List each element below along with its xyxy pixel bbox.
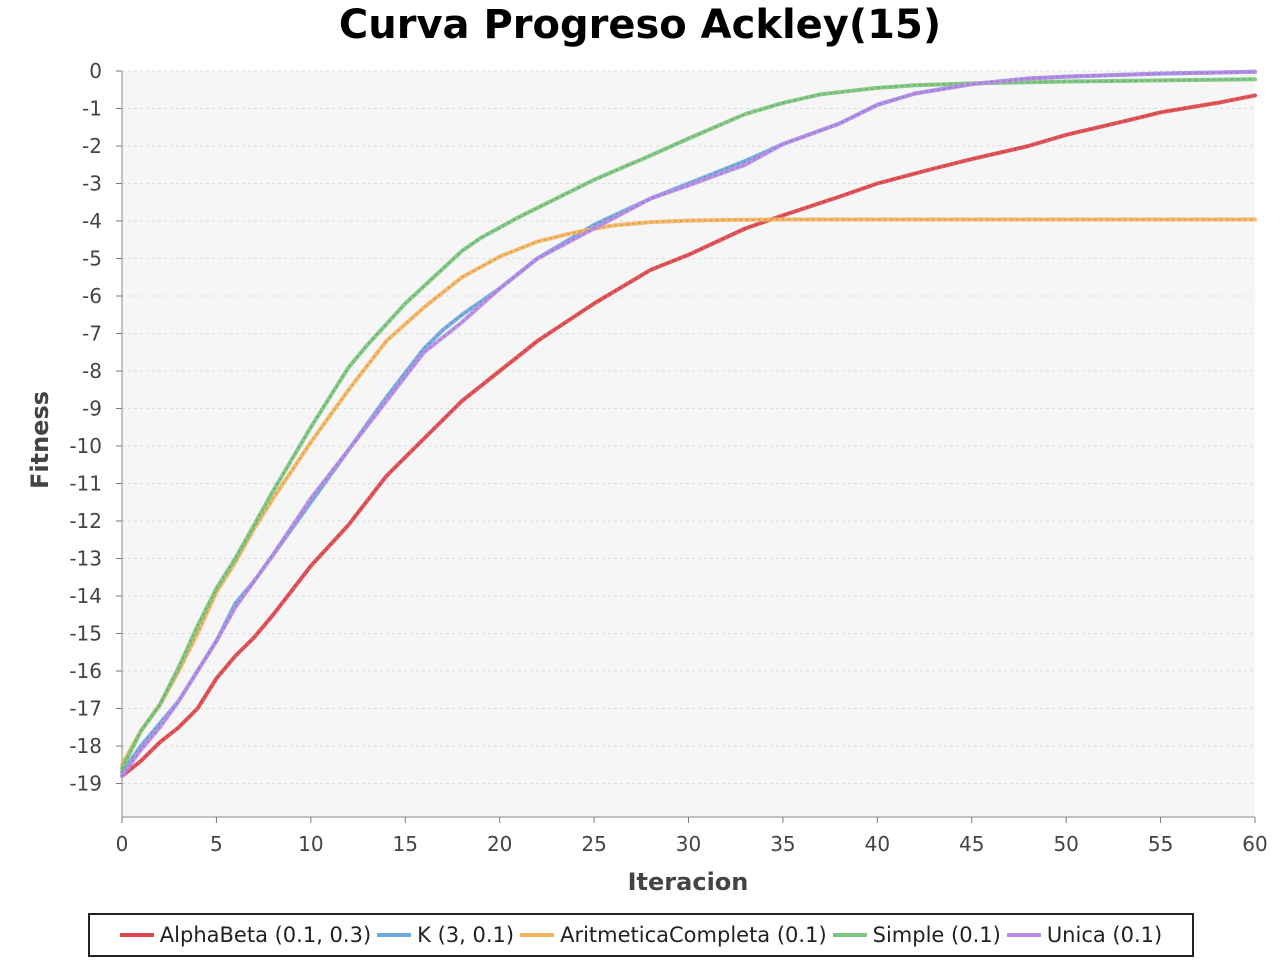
legend-item: Unica (0.1) xyxy=(1006,923,1163,947)
legend-label: Unica (0.1) xyxy=(1046,923,1163,947)
series-line-3 xyxy=(120,77,1257,771)
y-tick-label: -14 xyxy=(69,584,102,608)
y-tick-label: -12 xyxy=(69,509,102,533)
series-line-0 xyxy=(120,93,1257,778)
y-tick-label: -7 xyxy=(82,322,102,346)
x-tick-label: 20 xyxy=(487,832,512,856)
y-tick-label: -6 xyxy=(82,284,102,308)
x-axis-title: Iteracion xyxy=(628,868,749,896)
y-tick-label: -1 xyxy=(82,97,102,121)
y-tick-label: -11 xyxy=(69,472,102,496)
y-tick-label: -3 xyxy=(82,172,102,196)
x-tick-label: 5 xyxy=(210,832,223,856)
legend-item: Simple (0.1) xyxy=(832,923,1001,947)
legend: AlphaBeta (0.1, 0.3) K (3, 0.1) Aritmetica… xyxy=(88,913,1194,957)
legend-swatch xyxy=(832,933,867,937)
x-tick-label: 60 xyxy=(1242,832,1267,856)
legend-label: AritmeticaCompleta (0.1) xyxy=(560,923,827,947)
x-tick-label: 10 xyxy=(298,832,323,856)
y-tick-label: -13 xyxy=(69,547,102,571)
legend-swatch xyxy=(377,933,412,937)
grid-lines xyxy=(122,70,1255,784)
y-tick-label: -15 xyxy=(69,622,102,646)
y-tick-label: -18 xyxy=(69,734,102,758)
legend-item: AritmeticaCompleta (0.1) xyxy=(520,923,827,947)
x-tick-label: 55 xyxy=(1148,832,1173,856)
series-markers-3 xyxy=(121,78,1256,769)
series-line-4 xyxy=(120,69,1257,778)
y-axis-title: Fitness xyxy=(26,391,54,489)
y-tick-label: -19 xyxy=(69,772,102,796)
y-tick-label: -8 xyxy=(82,359,102,383)
x-tick-label: 0 xyxy=(116,832,129,856)
series-markers-4 xyxy=(121,71,1256,777)
series-line-2 xyxy=(120,217,1257,767)
x-tick-label: 15 xyxy=(393,832,418,856)
x-tick-label: 40 xyxy=(865,832,890,856)
series-lines xyxy=(120,69,1257,778)
x-tick-label: 45 xyxy=(959,832,984,856)
legend-label: Simple (0.1) xyxy=(872,923,1001,947)
legend-item: K (3, 0.1) xyxy=(377,923,514,947)
y-tick-label: -2 xyxy=(82,134,102,158)
y-tick-label: -10 xyxy=(69,434,102,458)
legend-label: AlphaBeta (0.1, 0.3) xyxy=(159,923,372,947)
axes: 0 -1 -2 -3 -4 -5 -6 -7 -8 -9 -10 -11 -12 -13 -14 -15 -16… xyxy=(69,59,1267,856)
x-tick-label: 35 xyxy=(770,832,795,856)
y-tick-label: -9 xyxy=(82,397,102,421)
legend-swatch xyxy=(1006,933,1041,937)
legend-label: K (3, 0.1) xyxy=(417,923,515,947)
x-tick-label: 50 xyxy=(1053,832,1078,856)
x-tick-label: 30 xyxy=(676,832,701,856)
chart-title: Curva Progreso Ackley(15) xyxy=(338,2,942,48)
y-tick-label: -4 xyxy=(82,209,102,233)
legend-item: AlphaBeta (0.1, 0.3) xyxy=(119,923,372,947)
y-tick-label: -16 xyxy=(69,659,102,683)
legend-swatch xyxy=(520,933,555,937)
legend-swatch xyxy=(119,933,154,937)
y-tick-label: -17 xyxy=(69,697,102,721)
y-tick-label: -5 xyxy=(82,247,102,271)
x-tick-label: 25 xyxy=(581,832,606,856)
y-tick-label: 0 xyxy=(89,59,102,83)
